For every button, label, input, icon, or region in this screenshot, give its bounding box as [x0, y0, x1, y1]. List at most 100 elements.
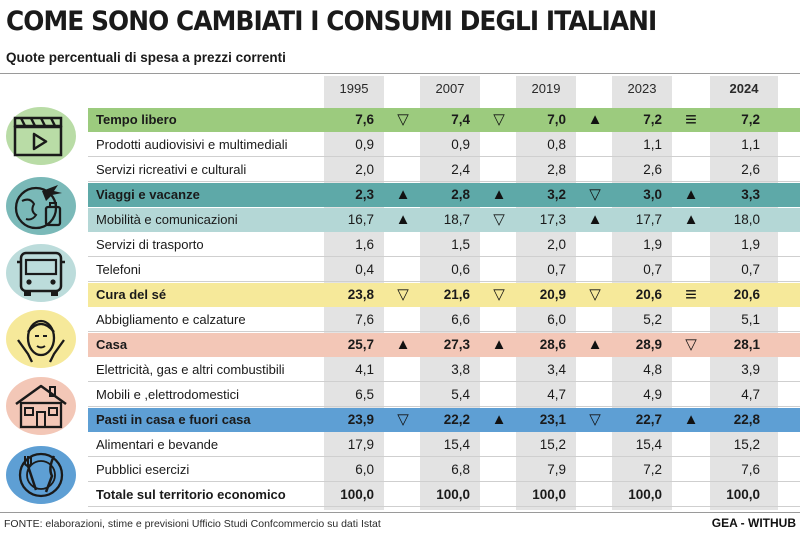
table-row: Prodotti audiovisivi e multimediali 0,9 0,…: [88, 133, 800, 157]
value-cell-2007: 27,3: [443, 337, 470, 352]
value-cell-2024: 100,0: [726, 487, 760, 502]
value-cell-2023: 22,7: [635, 412, 662, 427]
value-cell-2024: 28,1: [733, 337, 760, 352]
plate-cutlery-icon: [6, 446, 76, 504]
trend-down-icon: ▽: [685, 336, 697, 353]
row-label: Mobilità e comunicazioni: [96, 212, 238, 227]
clapperboard-icon: [6, 107, 76, 165]
category-row: Mobilità e comunicazioni 16,7 18,7 17,3 17,7…: [88, 208, 800, 232]
value-cell-2023: 1,9: [643, 237, 662, 252]
value-cell-2007: 22,2: [443, 412, 470, 427]
column-header-2024: 2024: [729, 81, 759, 96]
source-note: FONTE: elaborazioni, stime e previsioni …: [4, 518, 381, 530]
row-label: Pasti in casa e fuori casa: [96, 412, 251, 427]
value-cell-2019: 28,6: [539, 337, 566, 352]
row-label: Abbigliamento e calzature: [96, 312, 246, 327]
page-subtitle: Quote percentuali di spesa a prezzi corr…: [6, 50, 286, 65]
table-row: Abbigliamento e calzature 7,6 6,6 6,0 5,2 5,1: [88, 308, 800, 332]
table-row: Alimentari e bevande 17,9 15,4 15,2 15,4 15,2: [88, 433, 800, 457]
value-cell-2024: 3,9: [741, 362, 760, 377]
value-cell-2024: 7,2: [741, 112, 760, 127]
value-cell-1995: 7,6: [355, 312, 374, 327]
trend-up-icon: ▲: [491, 336, 507, 353]
house-icon: [6, 377, 76, 435]
value-cell-1995: 25,7: [347, 337, 374, 352]
value-cell-2023: 5,2: [643, 312, 662, 327]
value-cell-2019: 15,2: [539, 437, 566, 452]
value-cell-2019: 7,9: [547, 462, 566, 477]
trend-up-icon: ▲: [395, 186, 411, 203]
trend-up-icon: ▲: [395, 336, 411, 353]
value-cell-2023: 1,1: [643, 137, 662, 152]
trend-up-icon: ▲: [491, 186, 507, 203]
credit-label: GEA - WITHUB: [711, 516, 796, 530]
value-cell-1995: 1,6: [355, 237, 374, 252]
value-cell-2024: 22,8: [733, 412, 760, 427]
row-label: Servizi ricreativi e culturali: [96, 162, 247, 177]
bus-icon: [6, 244, 76, 302]
row-label: Alimentari e bevande: [96, 437, 219, 452]
table-row: Servizi ricreativi e culturali 2,0 2,4 2,8 2…: [88, 158, 800, 182]
trend-up-icon: ▲: [587, 211, 603, 228]
trend-up-icon: ▲: [683, 411, 699, 428]
row-label: Elettricità, gas e altri combustibili: [96, 362, 285, 377]
value-cell-2007: 6,6: [451, 312, 470, 327]
trend-down-icon: ▽: [589, 186, 601, 203]
value-cell-2023: 100,0: [628, 487, 662, 502]
row-label: Pubblici esercizi: [96, 462, 190, 477]
value-cell-1995: 2,3: [355, 187, 374, 202]
value-cell-2019: 23,1: [539, 412, 566, 427]
face-care-icon: [6, 310, 76, 368]
value-cell-2024: 7,6: [741, 462, 760, 477]
value-cell-2023: 28,9: [635, 337, 662, 352]
value-cell-1995: 2,0: [355, 162, 374, 177]
category-row: Viaggi e vacanze 2,3 2,8 3,2 3,0 3,3 ▲ ▲ ▽ ▲: [88, 183, 800, 207]
value-cell-2023: 3,0: [643, 187, 662, 202]
value-cell-2019: 20,9: [539, 287, 566, 302]
value-cell-1995: 17,9: [347, 437, 374, 452]
value-cell-2019: 0,8: [547, 137, 566, 152]
category-row: Cura del sé 23,8 21,6 20,9 20,6 20,6 ▽ ▽ ▽ ≡: [88, 283, 800, 307]
value-cell-2007: 1,5: [451, 237, 470, 252]
value-cell-2019: 2,8: [547, 162, 566, 177]
value-cell-1995: 7,6: [355, 112, 374, 127]
category-row: Pasti in casa e fuori casa 23,9 22,2 23,1 22…: [88, 408, 800, 432]
value-cell-2023: 0,7: [643, 262, 662, 277]
trend-down-icon: ▽: [397, 411, 409, 428]
trend-down-icon: ▽: [397, 111, 409, 128]
value-cell-2024: 15,2: [733, 437, 760, 452]
trend-up-icon: ▲: [491, 411, 507, 428]
value-cell-2024: 5,1: [741, 312, 760, 327]
value-cell-2019: 3,4: [547, 362, 566, 377]
value-cell-2019: 7,0: [547, 112, 566, 127]
table-row: Elettricità, gas e altri combustibili 4,1…: [88, 358, 800, 382]
value-cell-1995: 0,4: [355, 262, 374, 277]
top-divider: [0, 73, 800, 74]
travel-globe-icon: [6, 177, 76, 235]
bottom-divider: [0, 512, 800, 513]
row-label: Totale sul territorio economico: [96, 487, 286, 502]
value-cell-2024: 20,6: [733, 287, 760, 302]
table-row: Mobili e ,elettrodomestici 6,5 5,4 4,7 4,9 4,…: [88, 383, 800, 407]
value-cell-2019: 6,0: [547, 312, 566, 327]
trend-down-icon: ▽: [589, 411, 601, 428]
value-cell-2024: 1,1: [741, 137, 760, 152]
trend-down-icon: ▽: [589, 286, 601, 303]
value-cell-2019: 3,2: [547, 187, 566, 202]
row-label: Casa: [96, 337, 128, 352]
value-cell-2007: 21,6: [443, 287, 470, 302]
row-label: Mobili e ,elettrodomestici: [96, 387, 240, 402]
value-cell-2007: 100,0: [436, 487, 470, 502]
row-label: Viaggi e vacanze: [96, 187, 200, 202]
value-cell-1995: 0,9: [355, 137, 374, 152]
column-header-2007: 2007: [435, 81, 465, 96]
value-cell-2024: 18,0: [733, 212, 760, 227]
value-cell-1995: 23,9: [347, 412, 374, 427]
value-cell-2007: 2,4: [451, 162, 470, 177]
table-row: Servizi di trasporto 1,6 1,5 2,0 1,9 1,9: [88, 233, 800, 257]
value-cell-2019: 17,3: [539, 212, 566, 227]
value-cell-2023: 20,6: [635, 287, 662, 302]
trend-down-icon: ▽: [493, 211, 505, 228]
row-label: Prodotti audiovisivi e multimediali: [96, 137, 288, 152]
value-cell-2023: 4,9: [643, 387, 662, 402]
